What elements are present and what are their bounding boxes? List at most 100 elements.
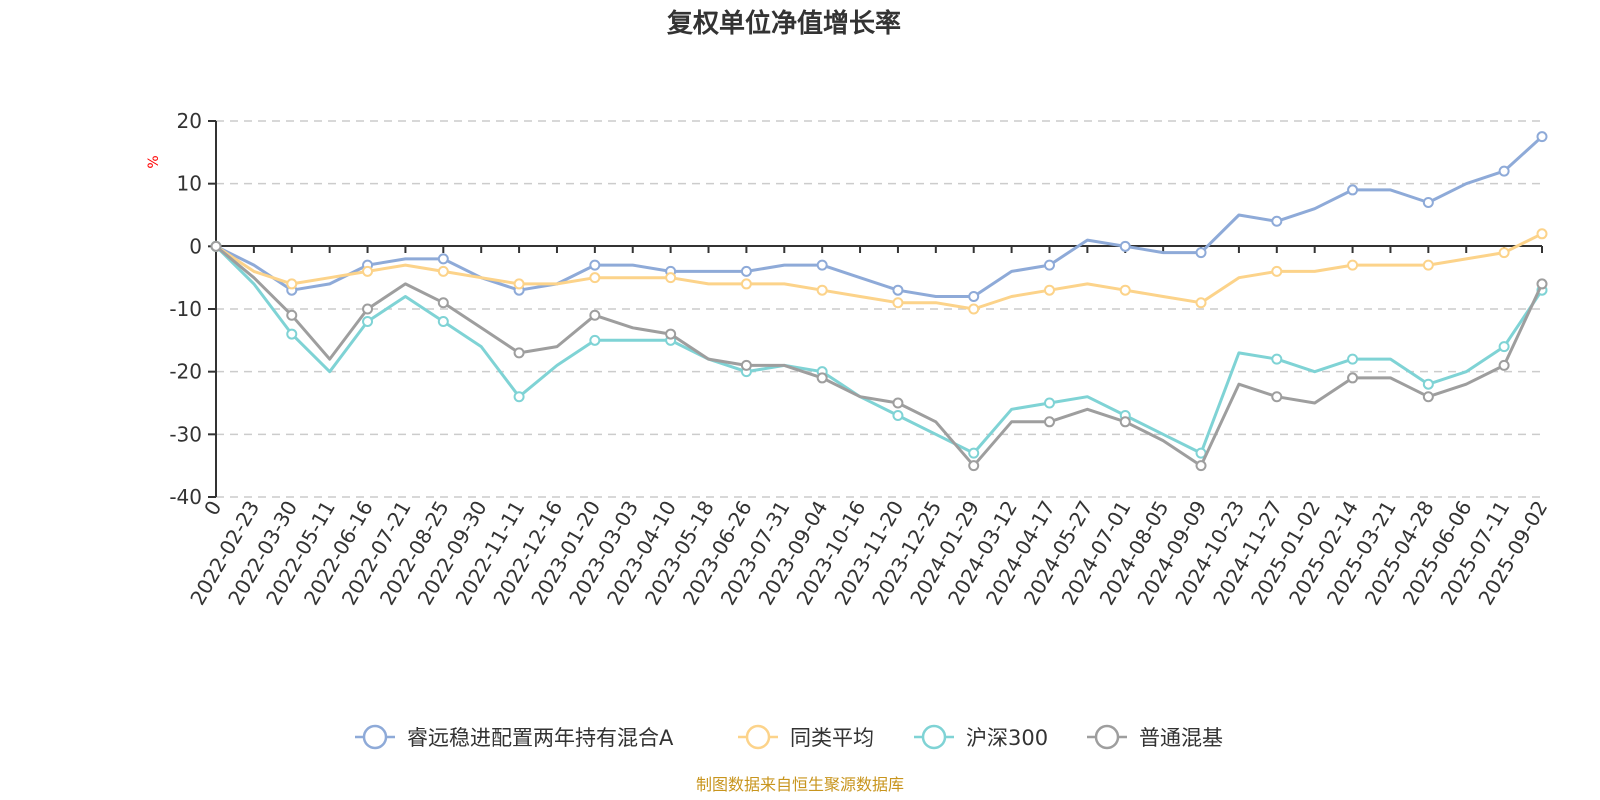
data-point[interactable] bbox=[1043, 259, 1055, 271]
y-axis-label: % bbox=[146, 155, 162, 168]
y-tick-label: -10 bbox=[169, 297, 202, 321]
data-point[interactable] bbox=[892, 397, 904, 409]
data-point[interactable] bbox=[1422, 378, 1434, 390]
data-point[interactable] bbox=[1043, 284, 1055, 296]
x-axis-ticks: 02022-02-232022-03-302022-05-112022-06-1… bbox=[185, 246, 1552, 609]
data-point[interactable] bbox=[740, 278, 752, 290]
data-point[interactable] bbox=[665, 328, 677, 340]
data-point[interactable] bbox=[1195, 297, 1207, 309]
data-point[interactable] bbox=[1271, 215, 1283, 227]
data-point[interactable] bbox=[362, 316, 374, 328]
y-tick-label: -20 bbox=[169, 360, 202, 384]
data-point[interactable] bbox=[589, 309, 601, 321]
data-point[interactable] bbox=[1271, 391, 1283, 403]
series-line bbox=[215, 135, 1544, 298]
grid-lines bbox=[216, 120, 1542, 498]
data-point[interactable] bbox=[740, 359, 752, 371]
legend-label: 沪深300 bbox=[966, 726, 1048, 750]
data-point[interactable] bbox=[1119, 240, 1131, 252]
data-point[interactable] bbox=[740, 265, 752, 277]
data-point[interactable] bbox=[362, 303, 374, 315]
legend-marker bbox=[745, 724, 771, 750]
data-point[interactable] bbox=[1119, 284, 1131, 296]
data-point[interactable] bbox=[286, 309, 298, 321]
data-point[interactable] bbox=[968, 460, 980, 472]
series-line bbox=[215, 232, 1543, 311]
legend-label: 睿远稳进配置两年持有混合A bbox=[407, 726, 674, 750]
data-point[interactable] bbox=[1422, 391, 1434, 403]
data-point[interactable] bbox=[892, 284, 904, 296]
data-point[interactable] bbox=[513, 391, 525, 403]
data-point[interactable] bbox=[1347, 353, 1359, 365]
data-point[interactable] bbox=[589, 334, 601, 346]
y-tick-label: -40 bbox=[169, 485, 202, 509]
y-axis-ticks: 20 10 0 -10 -20 -30 -40 bbox=[169, 109, 216, 509]
chart-title: 复权单位净值增长率 bbox=[667, 8, 901, 39]
data-point[interactable] bbox=[589, 259, 601, 271]
data-point[interactable] bbox=[968, 290, 980, 302]
series-3 bbox=[210, 240, 1548, 472]
legend-label: 同类平均 bbox=[790, 726, 874, 750]
data-point[interactable] bbox=[589, 272, 601, 284]
data-point[interactable] bbox=[1347, 259, 1359, 271]
data-point[interactable] bbox=[286, 328, 298, 340]
legend-marker bbox=[1094, 724, 1120, 750]
data-point[interactable] bbox=[1536, 278, 1548, 290]
data-point[interactable] bbox=[362, 265, 374, 277]
data-point[interactable] bbox=[1536, 228, 1548, 240]
y-tick-label: 10 bbox=[177, 172, 202, 196]
data-point[interactable] bbox=[1195, 247, 1207, 259]
y-tick-label: -30 bbox=[169, 422, 202, 446]
series-lines bbox=[210, 131, 1548, 472]
data-point[interactable] bbox=[1347, 184, 1359, 196]
legend-item[interactable]: 同类平均 bbox=[738, 724, 874, 750]
data-point[interactable] bbox=[1271, 265, 1283, 277]
data-point[interactable] bbox=[437, 297, 449, 309]
legend-item[interactable]: 沪深300 bbox=[914, 724, 1048, 750]
data-point[interactable] bbox=[1195, 460, 1207, 472]
x-tick-label: 0 bbox=[199, 497, 226, 520]
legend-label: 普通混基 bbox=[1139, 726, 1223, 750]
data-point[interactable] bbox=[1498, 247, 1510, 259]
legend-marker bbox=[362, 724, 388, 750]
data-point[interactable] bbox=[1536, 131, 1548, 143]
data-point[interactable] bbox=[1119, 416, 1131, 428]
data-point[interactable] bbox=[816, 284, 828, 296]
data-point[interactable] bbox=[437, 316, 449, 328]
data-point[interactable] bbox=[286, 278, 298, 290]
series-2 bbox=[210, 240, 1548, 459]
data-point[interactable] bbox=[816, 372, 828, 384]
data-point[interactable] bbox=[1422, 259, 1434, 271]
series-line bbox=[215, 245, 1544, 468]
data-point[interactable] bbox=[968, 447, 980, 459]
series-line bbox=[214, 245, 1544, 455]
legend-item[interactable]: 睿远稳进配置两年持有混合A bbox=[355, 724, 674, 750]
legend-marker bbox=[921, 724, 947, 750]
data-point[interactable] bbox=[1498, 359, 1510, 371]
y-tick-label: 0 bbox=[189, 234, 202, 258]
data-point[interactable] bbox=[437, 265, 449, 277]
data-point[interactable] bbox=[513, 278, 525, 290]
data-point[interactable] bbox=[1271, 353, 1283, 365]
data-point[interactable] bbox=[513, 347, 525, 359]
data-point[interactable] bbox=[210, 240, 222, 252]
data-point[interactable] bbox=[1043, 416, 1055, 428]
data-point[interactable] bbox=[1043, 397, 1055, 409]
data-point[interactable] bbox=[1498, 165, 1510, 177]
data-point[interactable] bbox=[892, 410, 904, 422]
series-1 bbox=[210, 228, 1548, 315]
data-point[interactable] bbox=[1347, 372, 1359, 384]
y-tick-label: 20 bbox=[177, 109, 202, 133]
data-point[interactable] bbox=[665, 272, 677, 284]
data-point[interactable] bbox=[1498, 341, 1510, 353]
legend-item[interactable]: 普通混基 bbox=[1087, 724, 1223, 750]
legend[interactable]: 睿远稳进配置两年持有混合A 同类平均 沪深300 普通混基 bbox=[355, 724, 1223, 750]
data-point[interactable] bbox=[892, 297, 904, 309]
data-point[interactable] bbox=[437, 253, 449, 265]
series-0 bbox=[210, 131, 1548, 302]
data-point[interactable] bbox=[1422, 196, 1434, 208]
data-point[interactable] bbox=[816, 259, 828, 271]
source-note: 制图数据来自恒生聚源数据库 bbox=[696, 775, 904, 794]
data-point[interactable] bbox=[968, 303, 980, 315]
